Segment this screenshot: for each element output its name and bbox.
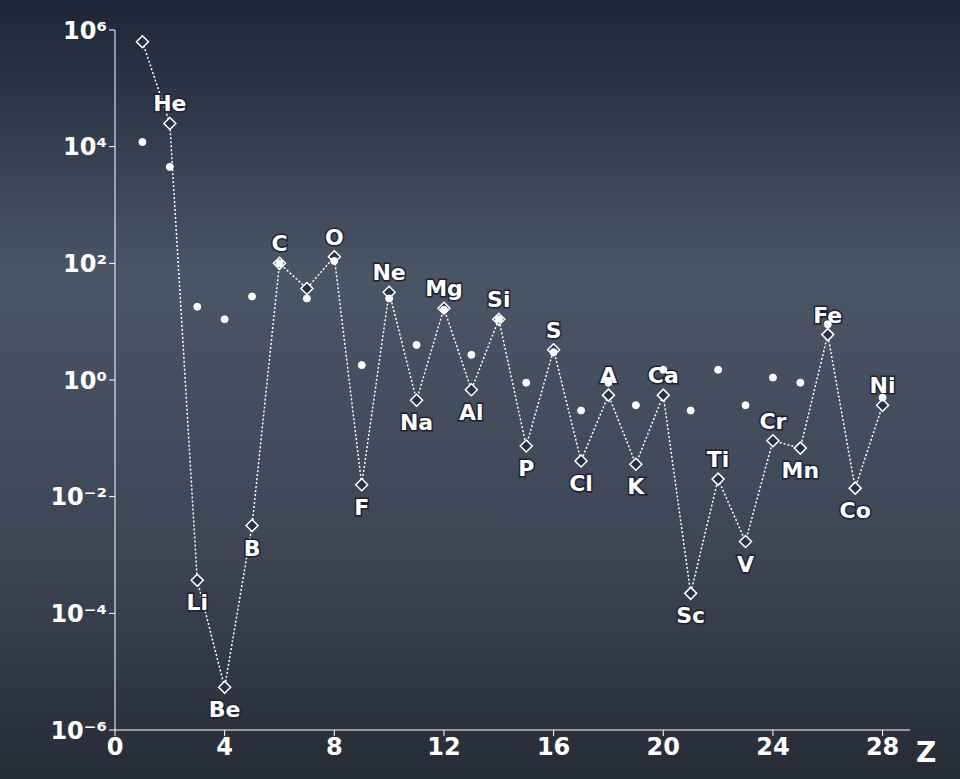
- svg-text:0: 0: [107, 733, 124, 761]
- svg-text:10⁴: 10⁴: [63, 133, 107, 161]
- svg-text:4: 4: [216, 733, 233, 761]
- svg-text:Fe: Fe: [813, 303, 842, 328]
- svg-text:10⁻²: 10⁻²: [50, 483, 107, 511]
- svg-text:24: 24: [756, 733, 789, 761]
- svg-text:Be: Be: [209, 697, 241, 722]
- svg-text:Na: Na: [400, 410, 433, 435]
- svg-text:Ca: Ca: [648, 363, 679, 388]
- svg-text:Co: Co: [840, 498, 871, 523]
- svg-text:O: O: [325, 225, 344, 250]
- svg-text:16: 16: [537, 733, 570, 761]
- svg-text:K: K: [627, 474, 645, 499]
- svg-text:10⁰: 10⁰: [63, 367, 107, 395]
- svg-text:10²: 10²: [63, 250, 107, 278]
- svg-text:Mg: Mg: [425, 276, 463, 301]
- svg-text:Si: Si: [487, 287, 510, 312]
- svg-text:V: V: [737, 552, 754, 577]
- svg-text:Ti: Ti: [707, 447, 730, 472]
- svg-text:28: 28: [866, 733, 899, 761]
- svg-text:20: 20: [647, 733, 680, 761]
- svg-text:S: S: [546, 318, 562, 343]
- svg-text:10⁻⁴: 10⁻⁴: [50, 600, 107, 628]
- svg-text:Sc: Sc: [676, 603, 705, 628]
- svg-text:P: P: [518, 456, 534, 481]
- svg-text:10⁻⁶: 10⁻⁶: [50, 717, 107, 745]
- svg-text:Ne: Ne: [372, 260, 405, 285]
- svg-text:C: C: [271, 231, 287, 256]
- svg-text:Cl: Cl: [569, 471, 593, 496]
- svg-text:He: He: [153, 91, 186, 116]
- svg-text:Al: Al: [459, 400, 484, 425]
- svg-text:B: B: [244, 536, 261, 561]
- svg-text:Z: Z: [916, 736, 936, 769]
- svg-text:F: F: [354, 495, 369, 520]
- svg-text:12: 12: [427, 733, 460, 761]
- svg-text:10⁶: 10⁶: [63, 17, 107, 45]
- svg-text:Li: Li: [186, 590, 208, 615]
- svg-text:Cr: Cr: [759, 409, 786, 434]
- svg-text:A: A: [600, 363, 617, 388]
- svg-text:Mn: Mn: [782, 458, 820, 483]
- svg-text:8: 8: [326, 733, 343, 761]
- svg-text:Ni: Ni: [869, 373, 896, 399]
